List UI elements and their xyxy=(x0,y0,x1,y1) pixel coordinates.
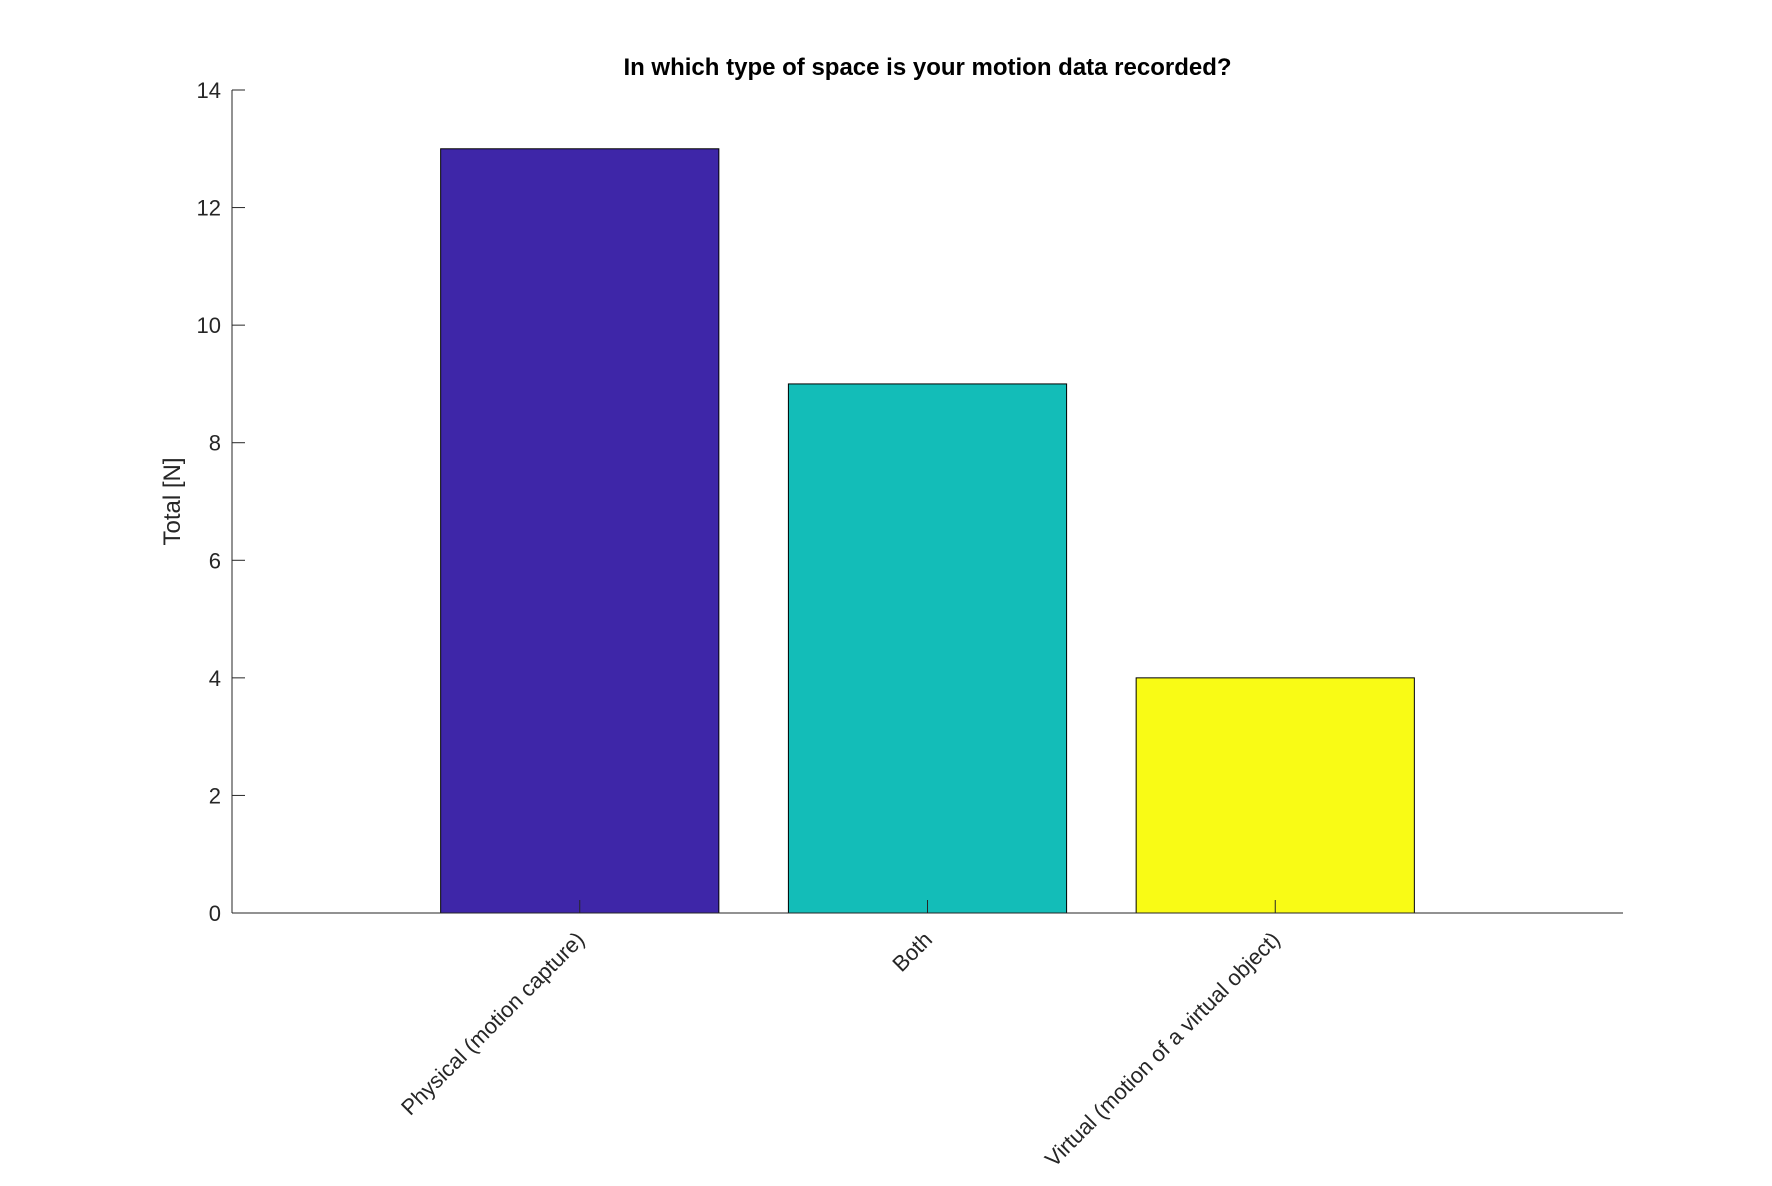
y-tick-label: 4 xyxy=(209,666,221,691)
y-tick-label: 0 xyxy=(209,901,221,926)
y-tick-label: 2 xyxy=(209,783,221,808)
y-tick-label: 6 xyxy=(209,548,221,573)
y-tick-label: 14 xyxy=(197,78,221,103)
x-tick-label: Physical (motion capture) xyxy=(396,927,589,1120)
x-ticks-group: Physical (motion capture) Both Virtual (mo… xyxy=(396,900,1285,1172)
x-tick-label: Both xyxy=(887,927,937,977)
x-tick-label: Virtual (motion of a virtual object) xyxy=(1040,927,1285,1172)
bar-2 xyxy=(787,383,1068,914)
chart-title: In which type of space is your motion da… xyxy=(623,54,1231,81)
y-ticks-group: 0 2 4 6 8 10 12 14 xyxy=(197,78,245,926)
y-tick-label: 8 xyxy=(209,431,221,456)
y-axis-label: Total [N] xyxy=(159,457,186,545)
bar-1 xyxy=(440,148,720,914)
y-tick-label: 12 xyxy=(197,196,221,221)
y-tick-label: 10 xyxy=(197,313,221,338)
bars-group xyxy=(440,148,1415,914)
bar-3 xyxy=(1135,677,1415,914)
